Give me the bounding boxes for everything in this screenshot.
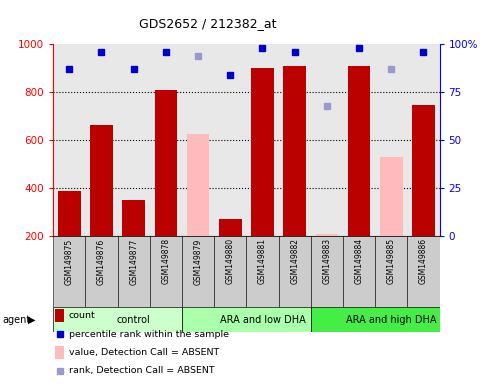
Text: value, Detection Call = ABSENT: value, Detection Call = ABSENT xyxy=(69,348,219,357)
Bar xyxy=(55,346,64,359)
Bar xyxy=(380,157,402,236)
Text: GSM149880: GSM149880 xyxy=(226,238,235,285)
Text: GDS2652 / 212382_at: GDS2652 / 212382_at xyxy=(139,17,276,30)
Bar xyxy=(187,134,209,236)
Bar xyxy=(214,236,246,307)
Text: GSM149883: GSM149883 xyxy=(322,238,331,285)
Bar xyxy=(182,236,214,307)
Text: agent: agent xyxy=(2,314,30,325)
Bar xyxy=(284,66,306,236)
Text: control: control xyxy=(117,314,151,325)
Text: ARA and low DHA: ARA and low DHA xyxy=(220,314,305,325)
Text: GSM149879: GSM149879 xyxy=(194,238,202,285)
Bar xyxy=(182,307,311,332)
Bar xyxy=(53,307,182,332)
Bar xyxy=(311,236,343,307)
Text: GSM149876: GSM149876 xyxy=(97,238,106,285)
Text: GSM149878: GSM149878 xyxy=(161,238,170,285)
Bar xyxy=(117,236,150,307)
Text: percentile rank within the sample: percentile rank within the sample xyxy=(69,329,229,339)
Text: GSM149884: GSM149884 xyxy=(355,238,364,285)
Bar xyxy=(90,124,113,236)
Text: GSM149882: GSM149882 xyxy=(290,238,299,284)
Bar xyxy=(311,307,440,332)
Bar xyxy=(246,236,279,307)
Bar xyxy=(315,234,338,236)
Bar xyxy=(343,236,375,307)
Text: GSM149875: GSM149875 xyxy=(65,238,74,285)
Text: ▶: ▶ xyxy=(28,314,36,325)
Bar xyxy=(251,68,274,236)
Text: count: count xyxy=(69,311,96,320)
Bar xyxy=(279,236,311,307)
Text: GSM149886: GSM149886 xyxy=(419,238,428,285)
Text: GSM149881: GSM149881 xyxy=(258,238,267,284)
Bar xyxy=(219,219,242,236)
Bar xyxy=(85,236,117,307)
Bar xyxy=(150,236,182,307)
Bar xyxy=(375,236,407,307)
Bar xyxy=(155,90,177,236)
Text: GSM149885: GSM149885 xyxy=(387,238,396,285)
Text: ARA and high DHA: ARA and high DHA xyxy=(346,314,437,325)
Bar xyxy=(412,105,435,236)
Bar xyxy=(53,236,85,307)
Bar xyxy=(122,200,145,236)
Text: GSM149877: GSM149877 xyxy=(129,238,138,285)
Bar xyxy=(348,66,370,236)
Bar xyxy=(55,309,64,322)
Text: rank, Detection Call = ABSENT: rank, Detection Call = ABSENT xyxy=(69,366,214,376)
Bar xyxy=(58,190,81,236)
Bar xyxy=(407,236,440,307)
